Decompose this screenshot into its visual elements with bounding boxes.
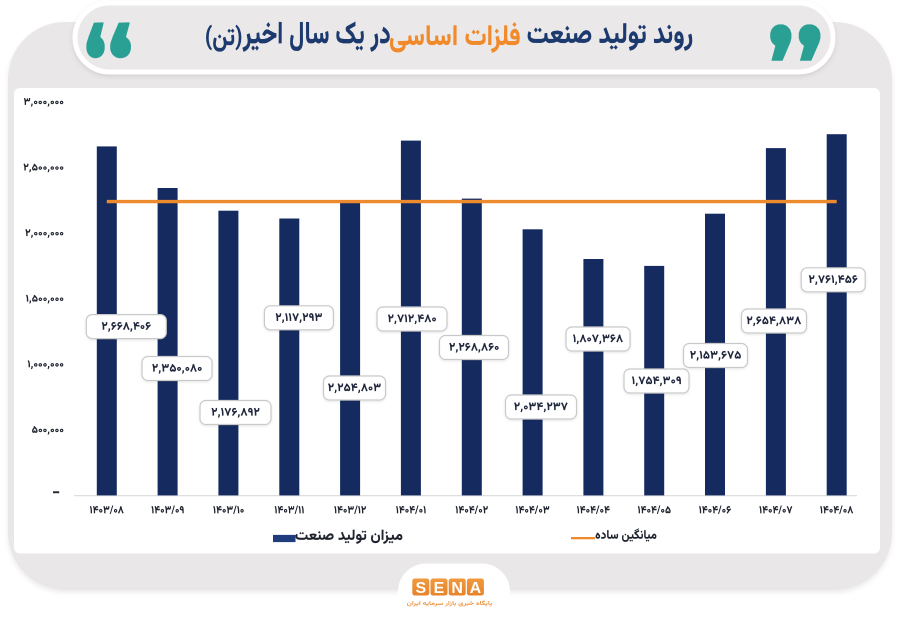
svg-text:N: N xyxy=(451,580,463,597)
svg-text:E: E xyxy=(434,580,445,597)
svg-text:A: A xyxy=(470,580,482,597)
svg-text:S: S xyxy=(415,580,426,597)
